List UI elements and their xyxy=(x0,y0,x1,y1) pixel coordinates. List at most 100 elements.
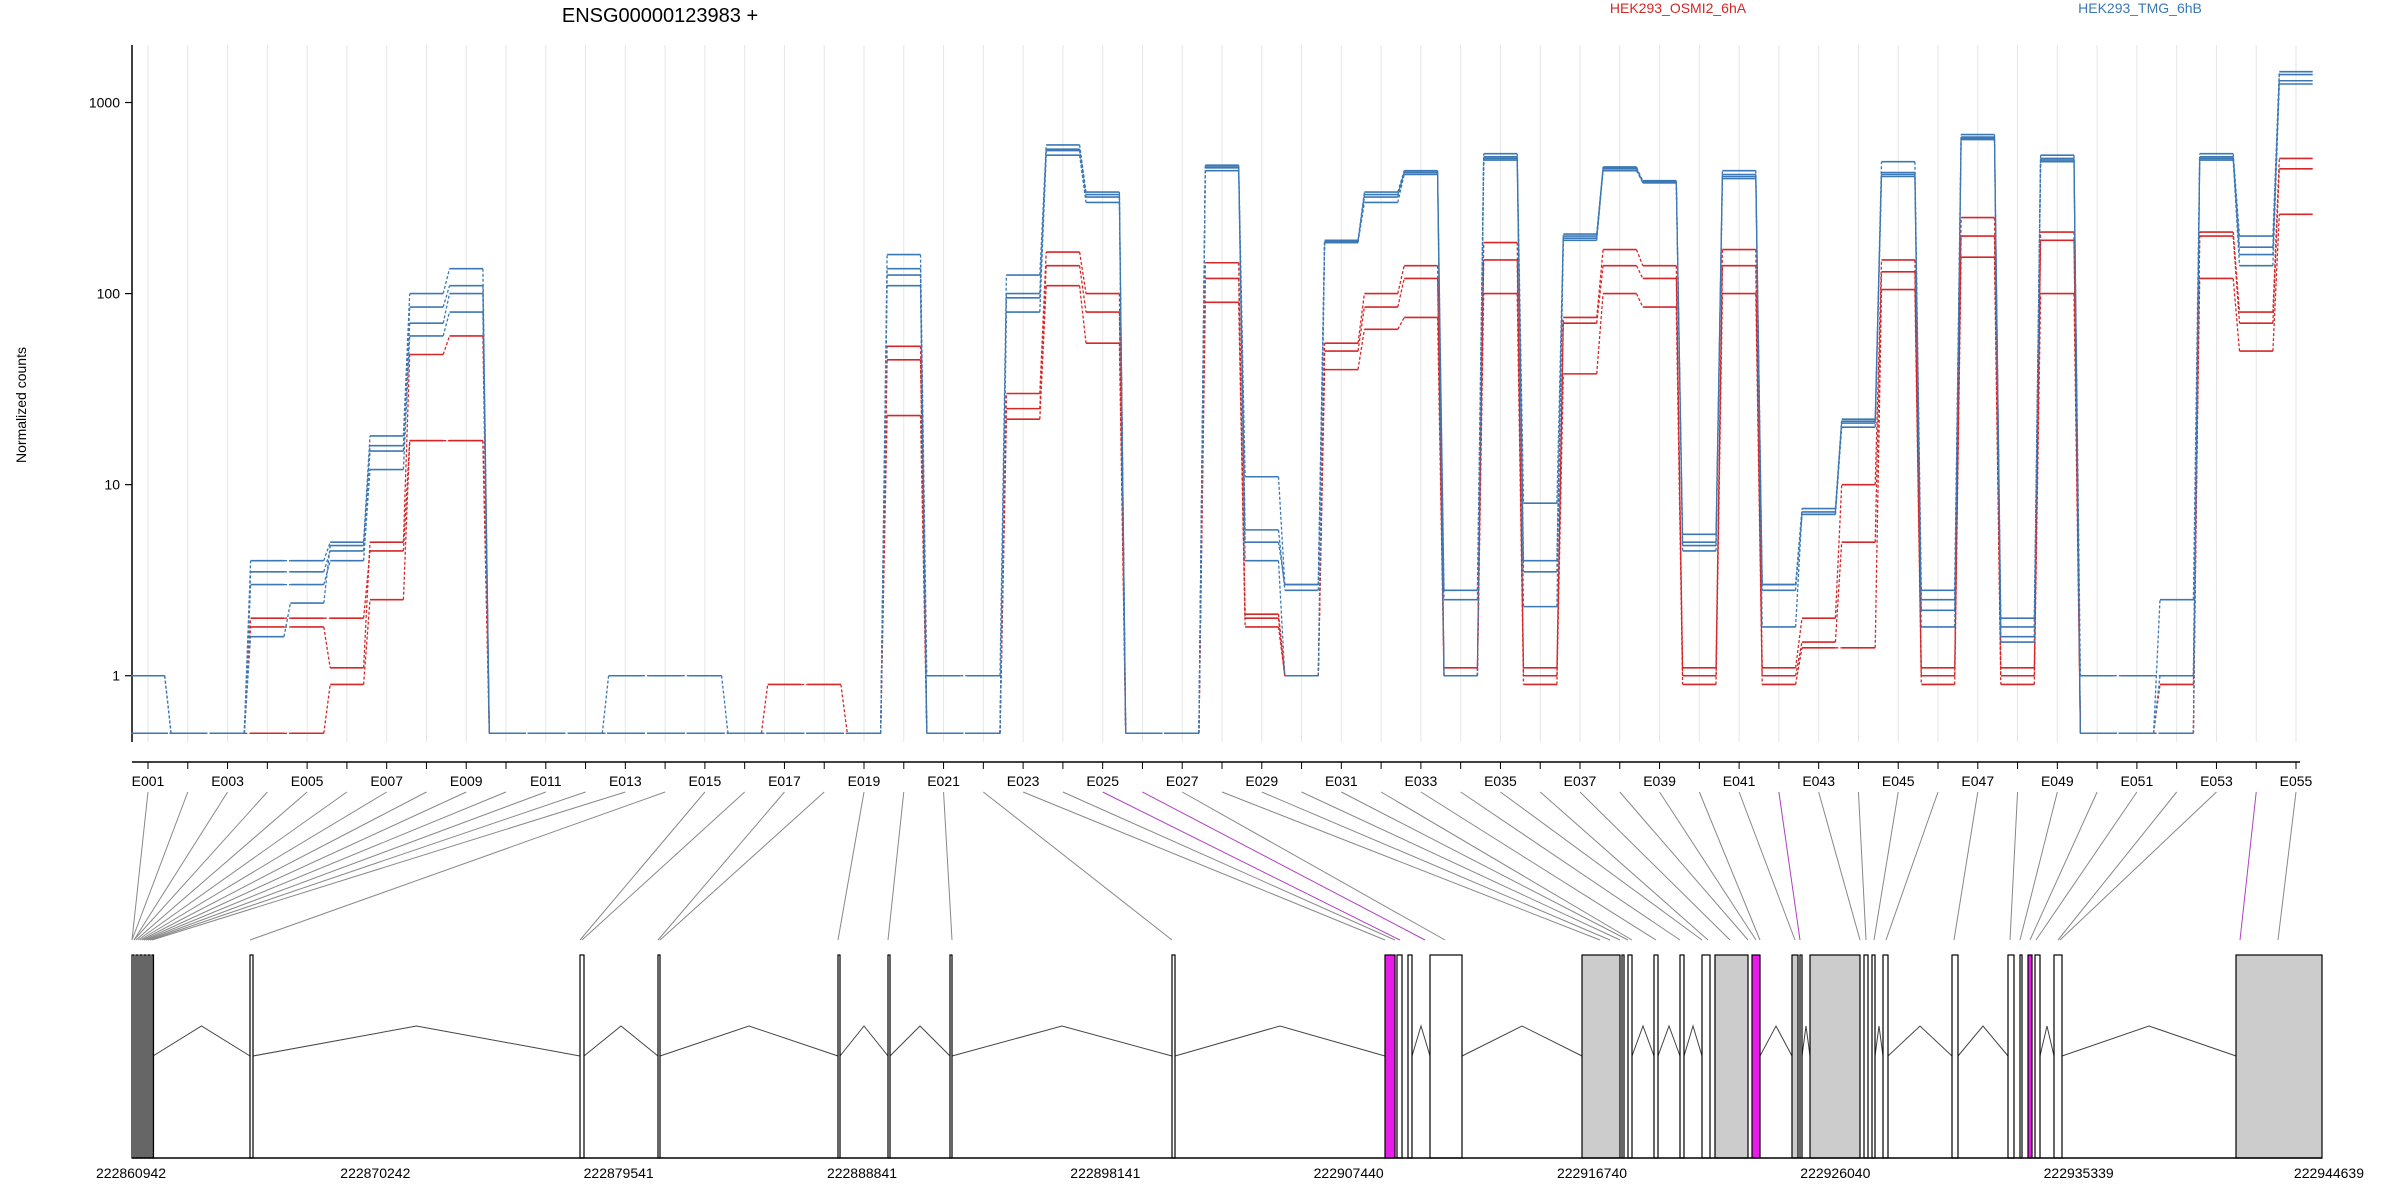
exon-block xyxy=(1701,954,1711,1159)
exon-block xyxy=(1429,954,1463,1159)
y-axis-label: Normalized counts xyxy=(13,347,29,463)
exon-connector-line xyxy=(131,791,149,941)
x-tick-label: E031 xyxy=(1325,773,1358,789)
genomic-tick-label: 222870242 xyxy=(340,1165,410,1181)
exon-connector-line xyxy=(1380,791,1633,941)
y-tick-label: 1000 xyxy=(89,95,120,111)
intron xyxy=(252,1025,581,1057)
exon-connector-line xyxy=(1022,791,1386,941)
exon-block xyxy=(2019,954,2023,1159)
y-tick-label: 100 xyxy=(97,286,121,302)
exon-block xyxy=(2235,954,2323,1159)
exon-connector-line xyxy=(249,791,666,941)
series-lines xyxy=(131,70,2313,735)
exon-connector-line xyxy=(151,791,626,941)
exon-block xyxy=(2027,954,2033,1159)
exon-block xyxy=(1627,954,1633,1159)
genomic-tick-label: 222916740 xyxy=(1557,1165,1627,1181)
exon-block xyxy=(1171,954,1176,1159)
series-connector xyxy=(164,214,2280,734)
exon-block xyxy=(139,954,143,1159)
chart-title: ENSG00000123983 + xyxy=(562,5,758,27)
exon-connector-line xyxy=(1500,791,1703,941)
exon-connector-line xyxy=(1221,791,1601,941)
exon-block xyxy=(1863,954,1869,1159)
series-red-1 xyxy=(131,213,2313,735)
exon-block xyxy=(657,954,661,1159)
x-tick-label: E005 xyxy=(291,773,324,789)
y-tick-label: 1 xyxy=(112,668,120,684)
series-blue-6 xyxy=(131,79,2313,735)
exon-block xyxy=(1621,954,1625,1159)
exon-connector-line xyxy=(135,791,308,941)
intron xyxy=(1801,1025,1811,1057)
exon-connector-line xyxy=(1778,791,1801,941)
exon-block xyxy=(1396,954,1403,1159)
exon-connector-line xyxy=(1818,791,1861,941)
x-tick-label: E053 xyxy=(2200,773,2233,789)
exon-block xyxy=(1871,954,1876,1159)
exon-connector-line xyxy=(659,791,825,941)
intron xyxy=(1631,1024,1655,1057)
intron xyxy=(1411,1024,1431,1057)
x-tick-label: E055 xyxy=(2280,773,2313,789)
exon-block xyxy=(579,954,585,1159)
x-tick-label: E019 xyxy=(848,773,881,789)
exon-connector-line xyxy=(983,791,1173,941)
intron xyxy=(1683,1024,1703,1057)
intron xyxy=(1174,1025,1386,1057)
x-tick-label: E007 xyxy=(370,773,403,789)
exon-block xyxy=(1714,954,1749,1159)
exon-connector-line xyxy=(1420,791,1657,941)
exon-connector-line xyxy=(1539,791,1709,941)
exon-connector-line xyxy=(2019,791,2058,941)
exon-connector-line xyxy=(1460,791,1681,941)
exon-block xyxy=(1384,954,1396,1159)
series-connector xyxy=(164,80,2280,734)
exon-connector-line xyxy=(1261,791,1611,941)
genomic-tick-label: 222935339 xyxy=(2044,1165,2114,1181)
x-tick-label: E009 xyxy=(450,773,483,789)
exon-connector-line xyxy=(143,791,467,941)
intron xyxy=(583,1025,659,1057)
exon-connector-line xyxy=(2009,791,2019,941)
exon-connector-line xyxy=(147,791,546,941)
x-tick-label: E049 xyxy=(2041,773,2074,789)
x-tick-label: E001 xyxy=(132,773,165,789)
intron xyxy=(889,1025,951,1057)
legend-entry-tmg: HEK293_TMG_6hB xyxy=(2078,0,2202,16)
intron xyxy=(1759,1024,1793,1057)
intron xyxy=(1957,1025,2009,1057)
exon-connector-line xyxy=(133,791,228,941)
exon-block xyxy=(887,954,891,1159)
series-connector xyxy=(164,74,2280,734)
genomic-axis: 222860942 222870242 222879541 222888841 2228… xyxy=(96,1165,2364,1181)
exon-connector-line xyxy=(131,791,189,941)
x-tick-label: E051 xyxy=(2121,773,2154,789)
gene-model xyxy=(131,954,2323,1159)
intron xyxy=(1887,1025,1953,1057)
exon-connector-line xyxy=(581,791,746,941)
exon-connector-line xyxy=(149,791,586,941)
intron xyxy=(152,1025,251,1057)
exon-block xyxy=(1581,954,1621,1159)
genomic-tick-label: 222898141 xyxy=(1070,1165,1140,1181)
x-tick-label: E017 xyxy=(768,773,801,789)
intron xyxy=(1461,1025,1583,1057)
x-tick-label: E043 xyxy=(1802,773,1835,789)
exon-block xyxy=(2034,954,2041,1159)
x-tick-label: E023 xyxy=(1007,773,1040,789)
x-tick-label: E041 xyxy=(1723,773,1756,789)
exon-block xyxy=(147,954,151,1159)
exon-connector-line xyxy=(1873,791,1899,941)
exon-block xyxy=(151,954,155,1159)
exon-connector-line xyxy=(657,791,785,941)
exon-connector-line xyxy=(887,791,905,941)
genomic-tick-label: 222926040 xyxy=(1800,1165,1870,1181)
exon-connector-line xyxy=(1885,791,1939,941)
exon-connector-line xyxy=(2239,791,2257,941)
exon-block xyxy=(1751,954,1761,1159)
genomic-tick-label: 222888841 xyxy=(827,1165,897,1181)
x-tick-label: E035 xyxy=(1484,773,1517,789)
exon-connectors xyxy=(131,791,2297,941)
